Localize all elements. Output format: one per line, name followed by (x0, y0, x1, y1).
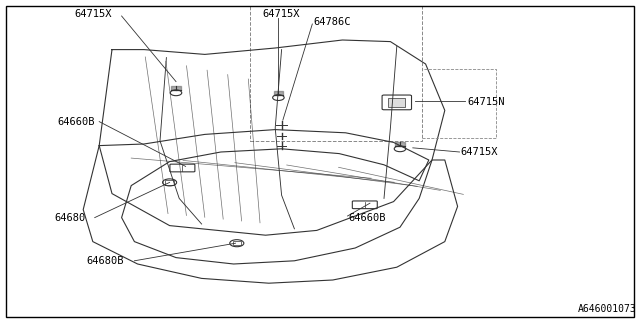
Text: 64680: 64680 (54, 212, 86, 223)
Bar (165, 180, 174, 185)
Text: 64680B: 64680B (86, 256, 124, 266)
Text: 64715X: 64715X (461, 147, 499, 157)
Bar (388, 98, 405, 107)
Text: 64715N: 64715N (467, 97, 505, 108)
Text: 64660B: 64660B (58, 116, 95, 127)
Text: 64715X: 64715X (262, 9, 300, 20)
Text: 64660B: 64660B (349, 212, 387, 223)
Text: A646001073: A646001073 (578, 304, 637, 314)
Text: 64786C: 64786C (314, 17, 351, 28)
Text: 64715X: 64715X (74, 9, 112, 20)
Bar (232, 241, 241, 245)
